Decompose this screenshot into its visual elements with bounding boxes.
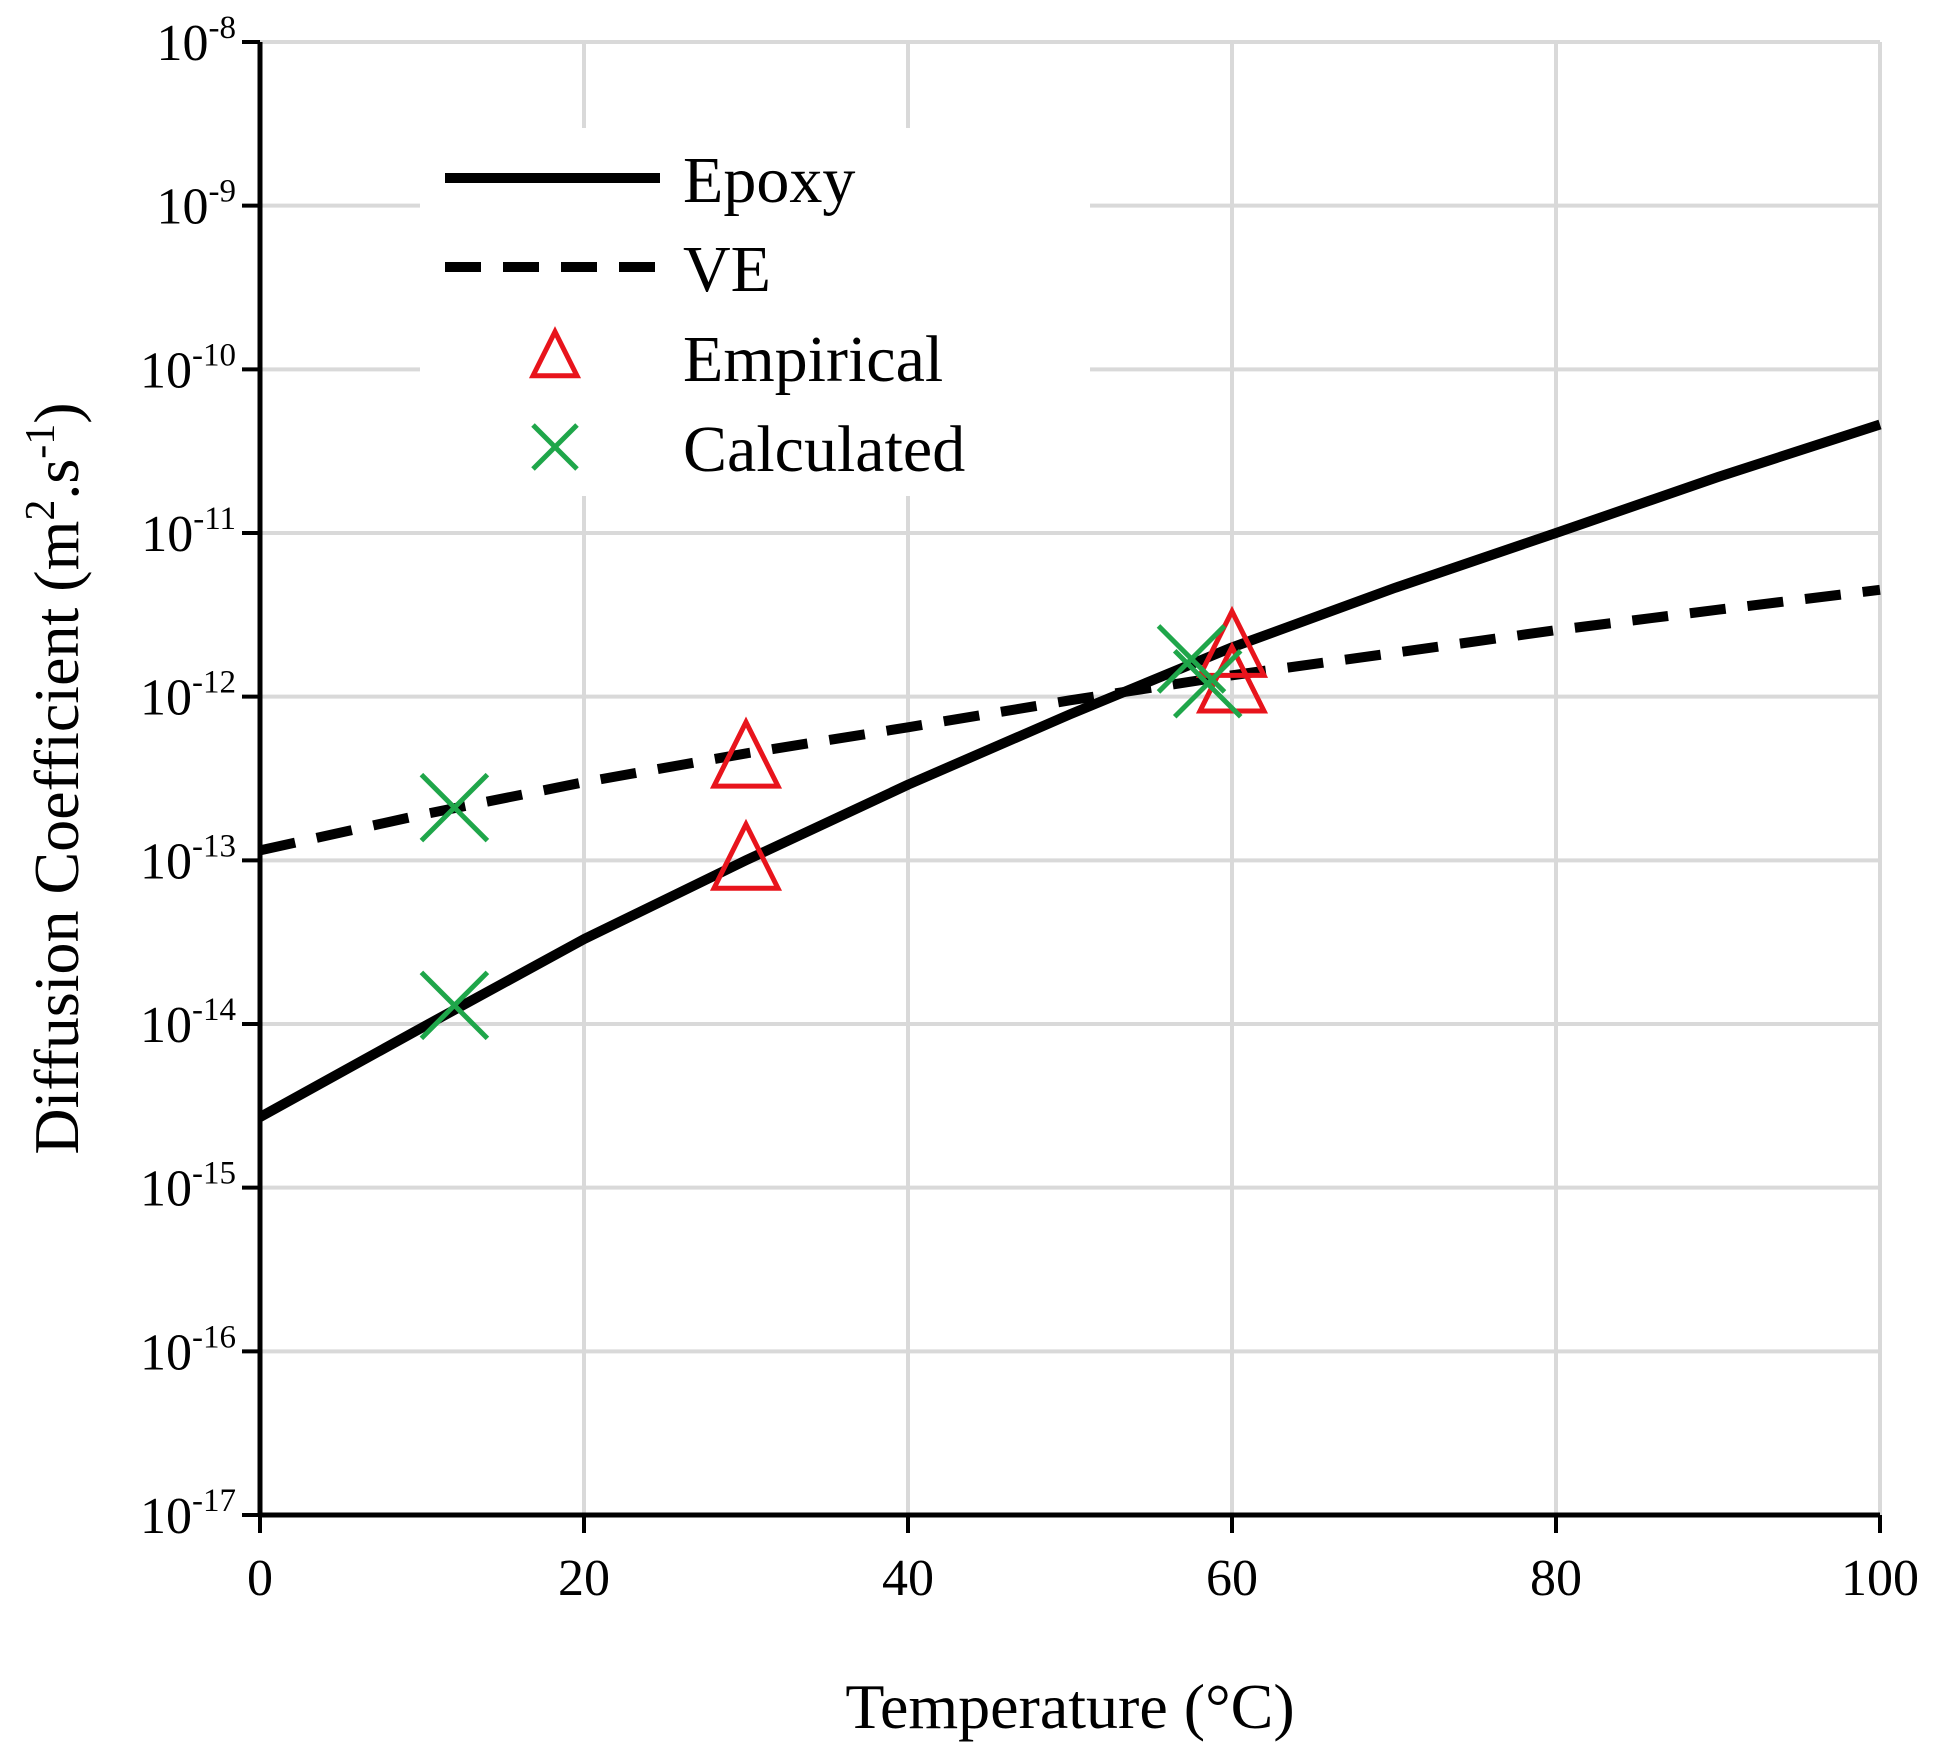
y-tick-label: 10-13 bbox=[140, 828, 236, 890]
x-tick-label: 40 bbox=[882, 1550, 934, 1607]
marker-layer bbox=[419, 605, 1269, 1041]
y-tick-base: 10 bbox=[140, 833, 192, 890]
y-tick-base: 10 bbox=[140, 1488, 192, 1545]
y-tick-exponent: -17 bbox=[192, 1483, 236, 1519]
x-tick-label: 60 bbox=[1206, 1550, 1258, 1607]
y-tick-base: 10 bbox=[157, 15, 209, 72]
y-tick-label: 10-9 bbox=[157, 174, 237, 236]
calculated-point bbox=[1172, 648, 1243, 719]
y-tick-exponent: -15 bbox=[192, 1156, 236, 1192]
x-tick-label: 0 bbox=[247, 1550, 273, 1607]
y-tick-exponent: -10 bbox=[192, 337, 236, 373]
y-tick-label: 10-11 bbox=[141, 501, 236, 563]
y-tick-label: 10-15 bbox=[140, 1156, 236, 1218]
legend-empirical-label: Empirical bbox=[683, 323, 943, 396]
series-layer bbox=[257, 419, 1882, 1122]
cross-stroke bbox=[419, 772, 490, 843]
y-axis-title-exp1: 2 bbox=[18, 500, 64, 521]
legend-box bbox=[420, 128, 1090, 496]
legend-empirical-swatch bbox=[528, 326, 582, 379]
x-tick-label: 80 bbox=[1530, 1550, 1582, 1607]
legend-ve-label: VE bbox=[683, 233, 771, 306]
y-tick-base: 10 bbox=[140, 342, 192, 399]
y-tick-label: 10-12 bbox=[140, 665, 236, 727]
empirical-point bbox=[709, 716, 783, 789]
legend: Epoxy VE Empirical Calculated bbox=[420, 128, 1090, 496]
axis-titles: Temperature (°C) Diffusion Coefficient (m… bbox=[18, 402, 1295, 1742]
y-tick-exponent: -13 bbox=[192, 828, 236, 864]
y-tick-base: 10 bbox=[140, 1324, 192, 1381]
y-tick-exponent: -8 bbox=[209, 10, 237, 46]
y-tick-base: 10 bbox=[140, 997, 192, 1054]
y-tick-base: 10 bbox=[140, 1161, 192, 1218]
calculated-point bbox=[419, 970, 490, 1041]
y-axis-title-suffix: ) bbox=[21, 402, 92, 423]
series-line-ve bbox=[258, 584, 1881, 856]
y-tick-exponent: -14 bbox=[192, 992, 236, 1028]
x-tick-label: 20 bbox=[558, 1550, 610, 1607]
cross-stroke bbox=[531, 423, 579, 471]
x-axis-title: Temperature (°C) bbox=[845, 1671, 1294, 1742]
y-axis-title-prefix: Diffusion Coefficient (m bbox=[21, 521, 92, 1155]
cross-stroke bbox=[419, 970, 490, 1041]
axes: 0 20 40 60 80 10010-1710-1610-1510-1410-1310-… bbox=[140, 10, 1919, 1607]
y-tick-exponent: -11 bbox=[193, 501, 236, 537]
x-tick-label: 100 bbox=[1841, 1550, 1919, 1607]
y-axis-title: Diffusion Coefficient (m2.s-1) bbox=[18, 402, 92, 1154]
y-tick-label: 10-17 bbox=[140, 1483, 236, 1545]
y-axis-title-exp2: -1 bbox=[18, 424, 64, 459]
y-tick-exponent: -16 bbox=[192, 1319, 236, 1355]
series-line-epoxy bbox=[257, 419, 1882, 1122]
empirical-point bbox=[1195, 605, 1269, 678]
calculated-point bbox=[419, 772, 490, 843]
y-tick-base: 10 bbox=[141, 506, 193, 563]
legend-calculated-swatch bbox=[531, 423, 579, 471]
y-tick-label: 10-16 bbox=[140, 1319, 236, 1381]
legend-calculated-label: Calculated bbox=[683, 413, 965, 486]
cross-stroke bbox=[1172, 648, 1243, 719]
y-tick-base: 10 bbox=[157, 179, 209, 236]
y-tick-base: 10 bbox=[140, 670, 192, 727]
y-tick-label: 10-14 bbox=[140, 992, 236, 1054]
legend-epoxy-label: Epoxy bbox=[683, 144, 855, 217]
y-tick-label: 10-10 bbox=[140, 337, 236, 399]
y-tick-exponent: -12 bbox=[192, 665, 236, 701]
y-tick-exponent: -9 bbox=[209, 174, 237, 210]
y-tick-label: 10-8 bbox=[157, 10, 237, 72]
y-axis-title-middle: .s bbox=[21, 459, 92, 500]
empirical-point bbox=[709, 818, 783, 891]
cross-stroke bbox=[1156, 624, 1227, 694]
